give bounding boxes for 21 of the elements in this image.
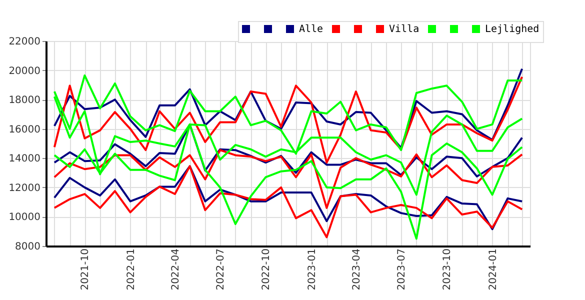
x-tick-label: 2022-04 [170,248,182,290]
y-tick-label: 10000 [8,212,40,224]
x-tick-label: 2022-01 [126,248,137,290]
x-tick-label: 2024-01 [488,248,499,290]
y-tick-label: 20000 [8,66,40,77]
y-tick-label: 18000 [8,95,40,106]
y-tick-label: 12000 [8,182,40,194]
x-tick-label: 2023-04 [351,248,362,290]
legend-label: Alle [299,24,324,35]
x-tick-label: 2022-07 [216,248,227,290]
y-tick-label: 8000 [15,242,40,252]
y-tick-label: 22000 [8,36,40,48]
y-tick-label: 16000 [8,124,40,136]
x-tick-label: 2023-07 [396,248,408,290]
legend-label: Villa [389,24,420,35]
x-tick-label: 2023-01 [306,248,318,290]
x-tick-label: 2023-10 [442,248,454,290]
x-tick-label: 2021-10 [80,248,92,290]
y-tick-label: 14000 [8,154,40,165]
x-tick-label: 2022-10 [261,248,272,290]
legend-label: Lejlighed [485,24,540,35]
